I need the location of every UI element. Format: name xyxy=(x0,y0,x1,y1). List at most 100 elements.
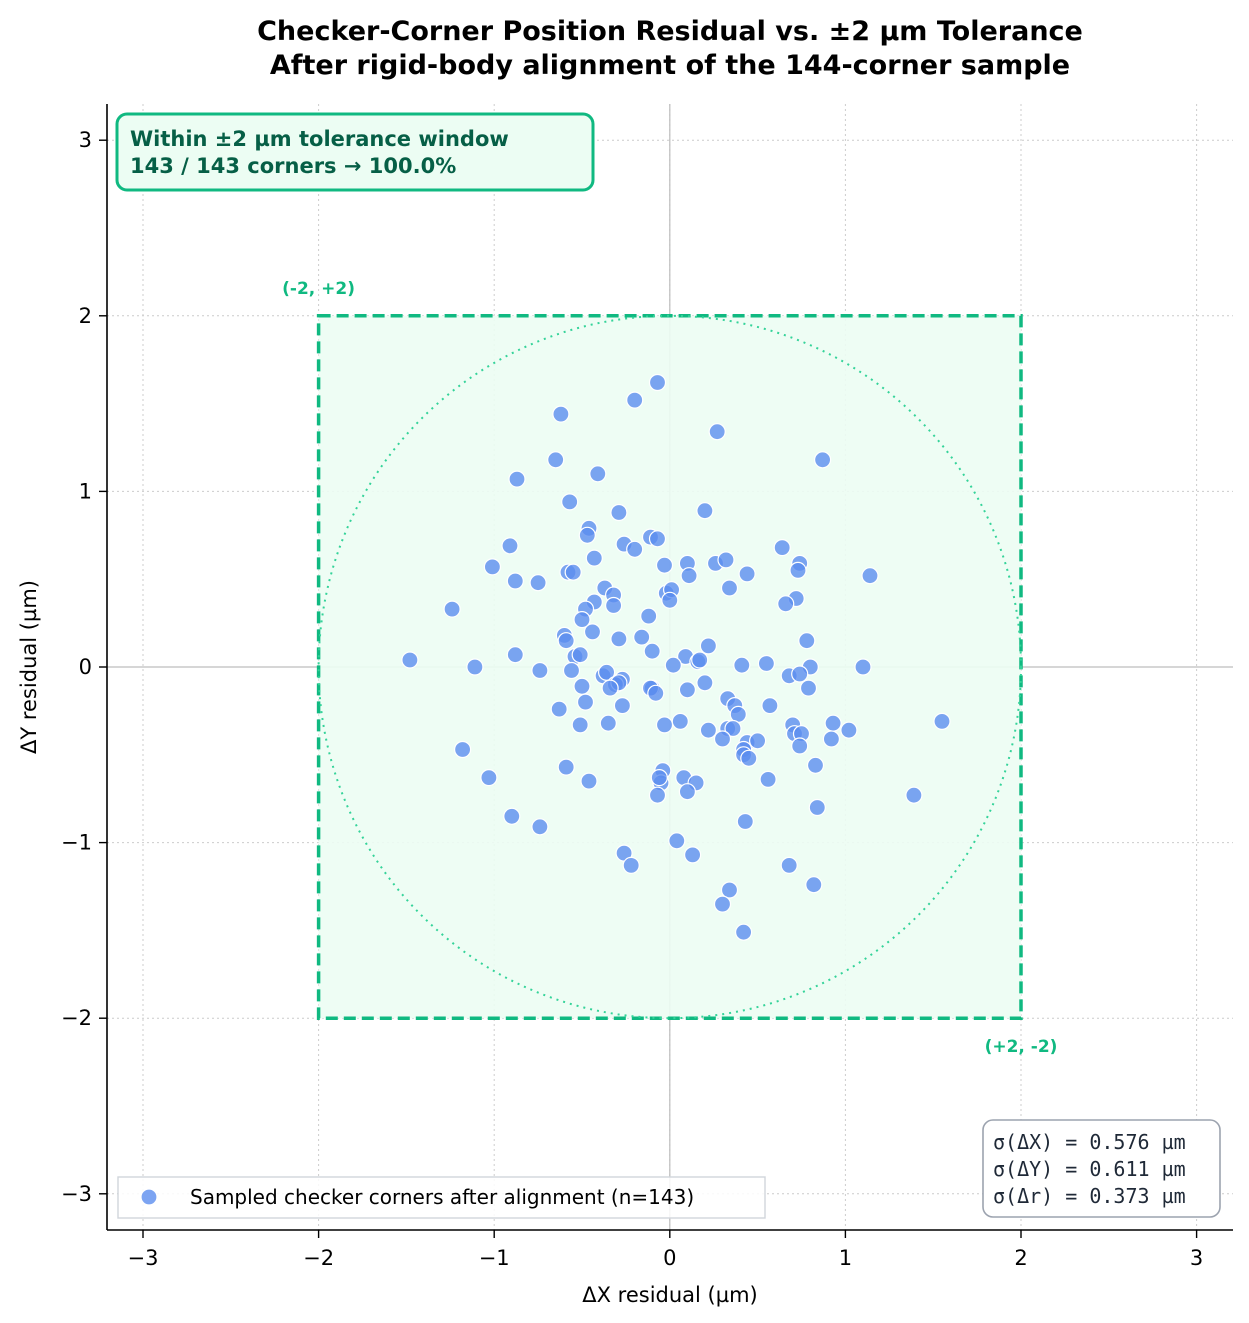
data-point xyxy=(678,681,697,699)
data-point xyxy=(813,451,832,469)
stat-sigma-x: σ(ΔX) = 0.576 µm xyxy=(993,1130,1186,1154)
data-point xyxy=(604,596,623,615)
data-point xyxy=(933,712,951,731)
data-point xyxy=(571,646,589,664)
summary-line1: Within ±2 µm tolerance window xyxy=(130,127,509,151)
data-point xyxy=(585,549,603,567)
data-point xyxy=(578,526,596,544)
data-point xyxy=(861,567,879,585)
stat-sigma-y: σ(ΔY) = 0.611 µm xyxy=(993,1157,1186,1181)
data-point xyxy=(805,876,823,894)
data-point xyxy=(552,405,570,423)
data-point xyxy=(713,895,732,913)
data-point xyxy=(655,556,674,574)
tolerance-circle xyxy=(317,314,1022,1020)
data-point xyxy=(668,832,686,850)
x-tick-label: −1 xyxy=(479,1246,510,1270)
data-point xyxy=(610,503,628,522)
y-tick-label: −3 xyxy=(61,1182,92,1206)
legend: Sampled checker corners after alignment … xyxy=(117,1176,766,1219)
data-point xyxy=(571,716,589,734)
data-point xyxy=(503,807,521,825)
legend-marker xyxy=(140,1188,158,1206)
data-point xyxy=(734,923,753,941)
data-point xyxy=(622,856,640,875)
data-point xyxy=(601,679,619,697)
data-point xyxy=(633,628,651,646)
data-point xyxy=(720,881,739,899)
data-point xyxy=(501,537,519,555)
data-point xyxy=(671,712,689,731)
data-point xyxy=(626,540,644,558)
legend-label: Sampled checker corners after alignment … xyxy=(190,1185,694,1209)
y-tick-label: −2 xyxy=(61,1006,92,1030)
data-point xyxy=(806,756,825,774)
data-point xyxy=(613,696,632,715)
data-point xyxy=(576,693,595,711)
data-point xyxy=(480,768,498,787)
data-point xyxy=(573,610,591,629)
data-point xyxy=(508,470,526,488)
y-tick-label: −1 xyxy=(61,831,92,855)
x-tick-label: 2 xyxy=(1014,1246,1027,1270)
data-point xyxy=(680,567,698,585)
data-point xyxy=(740,749,758,767)
data-point xyxy=(643,642,661,660)
data-point xyxy=(777,595,795,613)
data-point xyxy=(678,783,697,801)
data-point xyxy=(647,684,665,702)
data-point xyxy=(610,630,628,648)
data-point xyxy=(401,651,419,669)
y-axis-label: ΔY residual (µm) xyxy=(17,580,41,754)
data-point xyxy=(648,786,667,804)
data-point xyxy=(720,579,739,597)
data-point xyxy=(789,561,807,580)
data-point xyxy=(466,658,484,676)
data-point xyxy=(454,740,472,759)
corner-label-bottom-right: (+2, -2) xyxy=(985,1037,1058,1057)
data-point xyxy=(691,651,709,669)
data-point xyxy=(724,719,742,738)
data-point xyxy=(648,530,667,548)
data-point xyxy=(506,646,524,664)
stats-box: σ(ΔX) = 0.576 µm σ(ΔY) = 0.611 µm σ(Δr) … xyxy=(982,1119,1221,1218)
data-point xyxy=(547,451,565,469)
tolerance-summary-box: Within ±2 µm tolerance window 143 / 143 … xyxy=(115,112,595,192)
data-point xyxy=(808,798,826,817)
data-point xyxy=(562,661,581,680)
data-point xyxy=(564,563,582,581)
x-tick-label: −3 xyxy=(128,1246,159,1270)
data-point xyxy=(573,677,591,695)
data-point xyxy=(557,758,575,776)
data-point xyxy=(599,714,617,732)
data-point xyxy=(550,700,568,718)
data-points xyxy=(401,373,951,941)
data-point xyxy=(713,730,732,748)
data-point xyxy=(773,538,791,557)
data-point xyxy=(664,656,682,674)
data-point xyxy=(791,665,809,683)
data-point xyxy=(561,493,579,511)
x-tick-label: 1 xyxy=(839,1246,852,1270)
y-axis-ticks: −3 −2 −1 0 1 2 3 xyxy=(61,128,107,1206)
data-point xyxy=(506,572,524,590)
x-tick-label: 3 xyxy=(1190,1246,1203,1270)
x-axis-label: ΔX residual (µm) xyxy=(582,1283,758,1307)
data-point xyxy=(557,632,575,650)
data-point xyxy=(531,661,549,680)
data-point xyxy=(696,674,714,692)
data-point xyxy=(640,607,658,625)
data-point xyxy=(840,721,858,739)
data-point xyxy=(822,730,841,748)
y-tick-label: 1 xyxy=(79,479,92,503)
x-axis-ticks: −3 −2 −1 0 1 2 3 xyxy=(128,1230,1203,1270)
data-point xyxy=(683,846,702,864)
data-point xyxy=(824,714,842,732)
data-point xyxy=(583,623,602,641)
data-point xyxy=(661,591,679,609)
data-point xyxy=(483,558,501,576)
data-point xyxy=(699,637,718,655)
data-point xyxy=(531,818,549,836)
data-point xyxy=(757,654,776,673)
